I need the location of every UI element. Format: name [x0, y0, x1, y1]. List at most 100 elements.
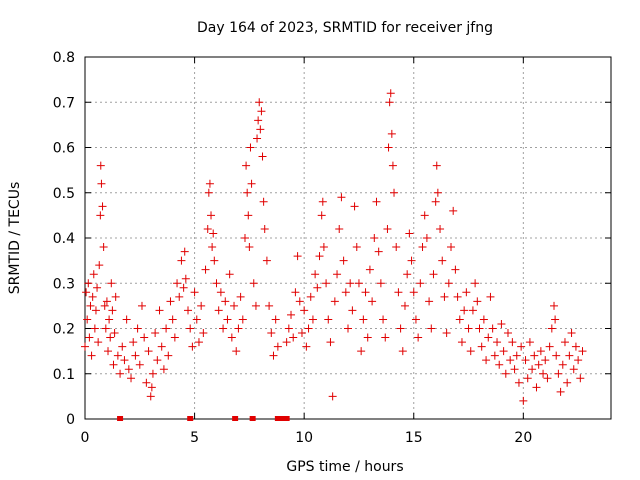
data-point — [118, 342, 127, 351]
data-point — [346, 279, 355, 288]
data-point — [190, 288, 199, 297]
data-point — [517, 342, 526, 351]
data-point — [137, 301, 146, 310]
data-point — [93, 283, 102, 292]
data-point — [94, 338, 103, 347]
data-point — [205, 179, 214, 188]
data-point — [255, 98, 264, 107]
data-point — [291, 288, 300, 297]
data-point — [162, 324, 171, 333]
data-point — [383, 224, 392, 233]
data-point — [317, 211, 326, 220]
data-point — [97, 179, 106, 188]
data-point — [175, 292, 184, 301]
data-point — [293, 252, 302, 261]
y-axis-label: SRMTID / TECUs — [7, 182, 23, 295]
x-axis-label: GPS time / hours — [286, 459, 403, 475]
data-point — [484, 333, 493, 342]
data-point — [569, 365, 578, 374]
data-point — [203, 224, 212, 233]
data-point — [267, 329, 276, 338]
data-point — [466, 347, 475, 356]
data-point — [576, 374, 585, 383]
data-point — [506, 356, 515, 365]
data-point — [181, 274, 190, 283]
data-point — [376, 279, 385, 288]
data-point — [230, 301, 239, 310]
data-point — [247, 179, 256, 188]
data-point — [89, 270, 98, 279]
data-point — [411, 315, 420, 324]
data-point — [133, 324, 142, 333]
data-point — [318, 197, 327, 206]
data-point — [282, 338, 291, 347]
data-point — [453, 292, 462, 301]
data-point — [394, 288, 403, 297]
data-point — [479, 315, 488, 324]
data-point — [374, 247, 383, 256]
data-point — [166, 297, 175, 306]
data-point — [442, 329, 451, 338]
data-point — [223, 315, 232, 324]
data-point — [560, 338, 569, 347]
data-point — [541, 356, 550, 365]
data-point — [240, 234, 249, 242]
data-point — [468, 306, 477, 315]
data-point — [95, 261, 104, 270]
data-point — [313, 283, 322, 292]
data-point — [392, 243, 401, 252]
data-point — [403, 270, 412, 279]
data-point — [170, 333, 179, 342]
data-point — [326, 338, 335, 347]
data-point — [431, 197, 440, 206]
data-point — [111, 292, 120, 301]
data-point — [337, 193, 346, 202]
data-point — [552, 351, 561, 360]
data-point — [503, 329, 512, 338]
data-point — [354, 279, 363, 288]
data-point — [186, 324, 195, 333]
data-point — [131, 351, 140, 360]
data-point — [269, 351, 278, 360]
y-tick-label: 0.5 — [53, 186, 75, 202]
data-point — [381, 333, 390, 342]
data-point — [396, 324, 405, 333]
data-point — [386, 89, 395, 98]
data-point — [551, 315, 560, 324]
data-point — [414, 333, 423, 342]
data-point — [471, 279, 480, 288]
data-point — [147, 383, 156, 392]
data-point — [122, 315, 131, 324]
data-point — [219, 324, 228, 333]
zero-point — [283, 416, 290, 421]
data-point — [273, 342, 282, 351]
x-tick-label: 10 — [295, 430, 313, 446]
y-tick-label: 0.1 — [53, 367, 75, 383]
data-point — [82, 288, 91, 297]
data-point — [91, 306, 100, 315]
data-point — [209, 229, 218, 238]
data-point — [146, 392, 155, 401]
grid-lines — [85, 57, 611, 419]
data-point — [177, 256, 186, 265]
data-point — [407, 256, 416, 265]
data-point — [100, 301, 109, 310]
data-point — [405, 229, 414, 238]
data-point — [565, 351, 574, 360]
data-point — [104, 347, 113, 356]
data-point — [102, 297, 111, 306]
data-point — [438, 256, 447, 265]
data-point — [418, 243, 427, 252]
data-point — [370, 234, 379, 242]
data-point — [201, 265, 210, 274]
data-point — [333, 270, 342, 279]
data-point — [363, 333, 372, 342]
data-point — [124, 365, 133, 374]
data-point — [328, 392, 337, 401]
data-point — [221, 297, 230, 306]
data-point — [315, 252, 324, 261]
data-point — [451, 265, 460, 274]
data-point — [289, 333, 298, 342]
data-point — [295, 297, 304, 306]
